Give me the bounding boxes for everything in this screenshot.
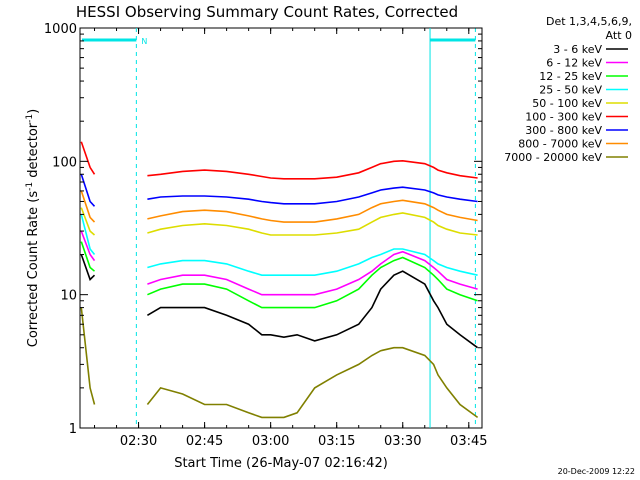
- x-tick-label: 03:00: [252, 434, 289, 449]
- legend-header-line1: Det 1,3,4,5,6,9,: [546, 15, 632, 28]
- x-tick-label: 03:45: [450, 434, 487, 449]
- legend-entry-label: 6 - 12 keV: [546, 57, 602, 70]
- y-axis-label-exp2: -1: [25, 114, 35, 123]
- x-tick-label: 03:30: [384, 434, 421, 449]
- y-axis-label-mid: detector: [26, 122, 41, 182]
- y-axis-label: Corrected Count Rate (s-1 detector-1): [25, 109, 41, 347]
- y-axis-label-main: Corrected Count Rate (s: [26, 191, 41, 348]
- y-axis: 1 10 100 1000: [44, 22, 482, 437]
- y-axis-label-exp1: -1: [25, 182, 35, 191]
- footer-date: 20-Dec-2009 12:22: [558, 467, 635, 476]
- series-line: [80, 214, 96, 255]
- series-line: [80, 307, 96, 405]
- legend-entry-label: 100 - 300 keV: [525, 111, 602, 124]
- chart-title: HESSI Observing Summary Count Rates, Cor…: [76, 3, 458, 21]
- x-tick-label: 02:30: [120, 434, 157, 449]
- plot-frame: [79, 27, 483, 429]
- legend-entry-label: 50 - 100 keV: [532, 97, 602, 110]
- series-line: [147, 212, 478, 236]
- legend-entry-label: 300 - 800 keV: [525, 124, 602, 137]
- series-line: [80, 141, 96, 175]
- legend-entry-label: 3 - 6 keV: [553, 43, 602, 56]
- x-tick-label: 02:45: [186, 434, 223, 449]
- series-line: [147, 159, 478, 180]
- night-marker-label: N: [141, 37, 147, 46]
- y-tick-label: 100: [52, 155, 77, 170]
- series-line: [147, 256, 478, 309]
- y-tick-label: 1: [69, 422, 77, 437]
- series-line: [80, 241, 96, 272]
- legend-entry-label: 7000 - 20000 keV: [504, 151, 602, 164]
- y-tick-label: 1000: [44, 22, 77, 37]
- series-line: [146, 270, 479, 349]
- series-line: [146, 346, 479, 419]
- y-tick-label: 10: [60, 289, 77, 304]
- x-axis: 02:30 02:45 03:00 03:15 03:30 03:45: [94, 28, 488, 449]
- series-line: [80, 207, 96, 236]
- series-line: [147, 199, 478, 223]
- series-line: [147, 186, 478, 205]
- series-line: [80, 254, 96, 281]
- legend-entry-label: 12 - 25 keV: [539, 70, 602, 83]
- series-layer: [80, 141, 479, 419]
- legend-header-line2: Att 0: [606, 29, 632, 42]
- x-tick-label: 03:15: [318, 434, 355, 449]
- series-line: [80, 230, 96, 262]
- series-line: [80, 174, 96, 207]
- series-line: [80, 190, 96, 223]
- legend-entry-label: 800 - 7000 keV: [518, 138, 602, 151]
- x-axis-label: Start Time (26-May-07 02:16:42): [174, 456, 388, 471]
- series-line: [147, 250, 478, 296]
- y-axis-label-end: ): [26, 109, 41, 114]
- plot-area: [79, 27, 483, 429]
- legend-entry-label: 25 - 50 keV: [539, 84, 602, 97]
- night-markers: N: [82, 28, 476, 428]
- series-line: [147, 248, 478, 277]
